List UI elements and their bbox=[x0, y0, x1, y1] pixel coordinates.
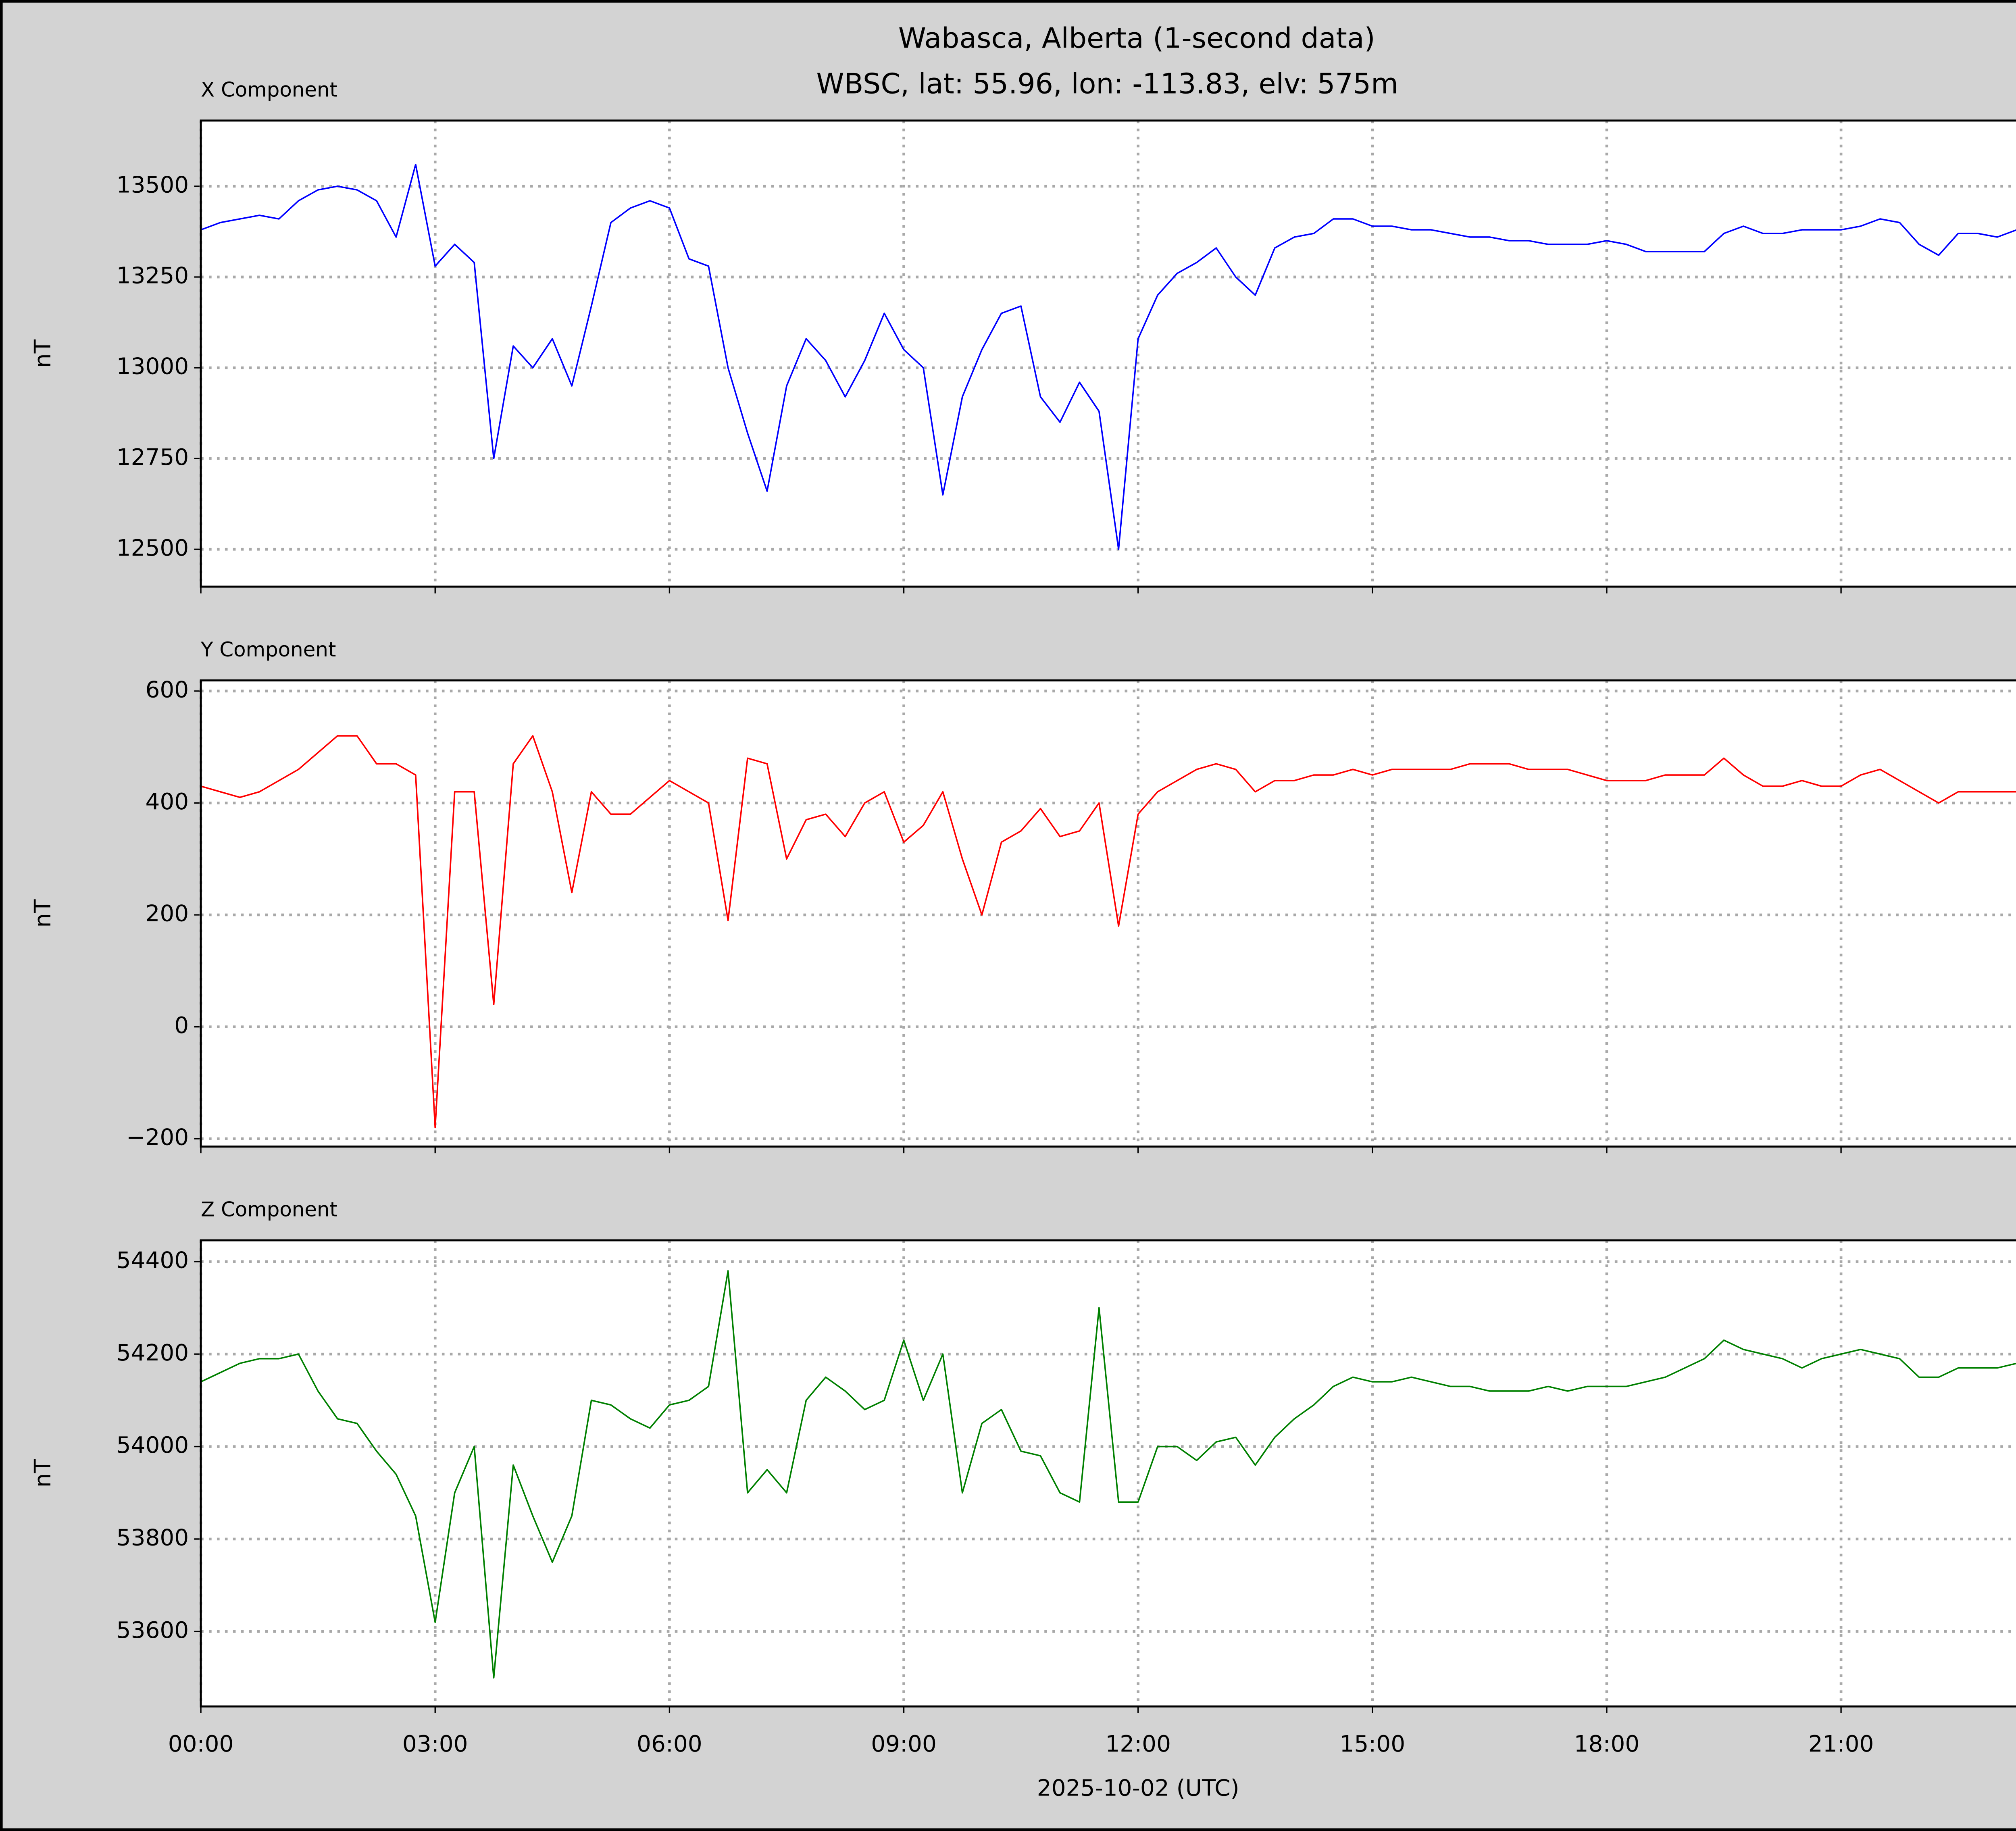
y-tick-label: 13250 bbox=[117, 263, 189, 289]
figure-title: Wabasca, Alberta (1-second data) bbox=[898, 22, 1375, 55]
y-axis-label: nT bbox=[30, 899, 56, 928]
y-tick-label: −200 bbox=[126, 1125, 189, 1151]
data-line bbox=[200, 1270, 2016, 1679]
y-tick-label: 12750 bbox=[117, 444, 189, 471]
panel-title: X Component bbox=[201, 78, 337, 101]
plot-area bbox=[201, 680, 2016, 1147]
x-tick-label: 09:00 bbox=[871, 1731, 937, 1757]
data-line bbox=[200, 735, 2016, 1129]
y-tick-label: 13500 bbox=[117, 172, 189, 198]
plot-frame bbox=[200, 1239, 2016, 1708]
y-tick-label: 53600 bbox=[117, 1617, 189, 1644]
plot-area bbox=[201, 120, 2016, 587]
y-tick-label: 54000 bbox=[117, 1432, 189, 1458]
y-tick-label: 400 bbox=[145, 789, 189, 815]
plot-area bbox=[201, 1240, 2016, 1707]
y-tick-label: 54400 bbox=[117, 1247, 189, 1273]
y-axis-label: nT bbox=[30, 339, 56, 368]
figure-subtitle: WBSC, lat: 55.96, lon: -113.83, elv: 575… bbox=[816, 68, 1399, 100]
x-tick-label: 03:00 bbox=[402, 1731, 468, 1757]
x-tick-label: 15:00 bbox=[1339, 1731, 1405, 1757]
plot-frame bbox=[200, 679, 2016, 1148]
y-tick-label: 12500 bbox=[117, 535, 189, 561]
y-tick-label: 53800 bbox=[117, 1525, 189, 1551]
x-tick-label: 06:00 bbox=[637, 1731, 702, 1757]
data-line bbox=[200, 164, 2016, 550]
y-axis-label: nT bbox=[30, 1459, 56, 1487]
y-tick-label: 54200 bbox=[117, 1340, 189, 1366]
panel-title: Z Component bbox=[201, 1198, 337, 1221]
x-axis-label: 2025-10-02 (UTC) bbox=[1037, 1775, 1239, 1802]
plot-frame bbox=[200, 119, 2016, 588]
x-tick-label: 00:00 bbox=[168, 1731, 234, 1757]
x-tick-label: 21:00 bbox=[1808, 1731, 1874, 1757]
y-tick-label: 13000 bbox=[117, 354, 189, 380]
x-tick-label: 12:00 bbox=[1105, 1731, 1171, 1757]
y-tick-label: 600 bbox=[145, 677, 189, 703]
x-tick-label: 18:00 bbox=[1574, 1731, 1640, 1757]
y-tick-label: 200 bbox=[145, 901, 189, 927]
y-tick-label: 0 bbox=[174, 1012, 189, 1039]
panel-title: Y Component bbox=[200, 638, 336, 661]
